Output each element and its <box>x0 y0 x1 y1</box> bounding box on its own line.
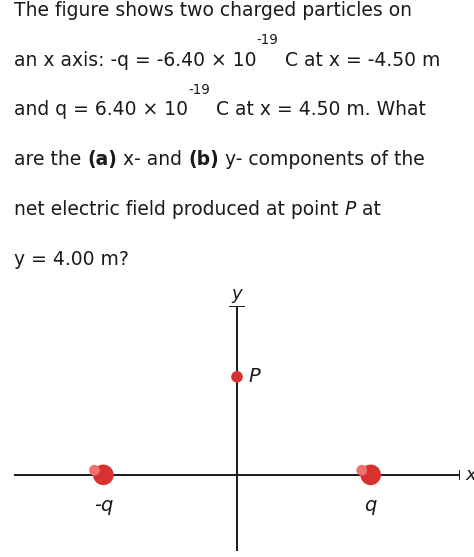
Text: q: q <box>365 496 377 515</box>
Text: are the: are the <box>14 150 88 169</box>
Text: (b): (b) <box>188 150 219 169</box>
Text: -q: -q <box>94 496 113 515</box>
Text: y: y <box>232 285 242 303</box>
Text: and q = 6.40 × 10: and q = 6.40 × 10 <box>14 100 188 119</box>
Point <box>367 470 374 479</box>
Text: net electric field produced at point: net electric field produced at point <box>14 200 345 219</box>
Text: -19: -19 <box>257 33 279 47</box>
Point <box>91 466 98 475</box>
Text: P: P <box>345 200 356 219</box>
Point <box>100 470 107 479</box>
Text: an x axis: -q = -6.40 × 10: an x axis: -q = -6.40 × 10 <box>14 51 257 70</box>
Text: P: P <box>249 367 261 387</box>
Text: (a): (a) <box>88 150 118 169</box>
Text: C at x = -4.50 m: C at x = -4.50 m <box>279 51 440 70</box>
Point <box>233 372 241 381</box>
Text: x- and: x- and <box>118 150 188 169</box>
Point <box>358 466 365 475</box>
Text: C at x = 4.50 m. What: C at x = 4.50 m. What <box>210 100 426 119</box>
Text: at: at <box>356 200 381 219</box>
Text: The figure shows two charged particles on: The figure shows two charged particles o… <box>14 1 412 19</box>
Text: y- components of the: y- components of the <box>219 150 425 169</box>
Text: x: x <box>466 466 474 484</box>
Text: -19: -19 <box>188 82 210 96</box>
Text: y = 4.00 m?: y = 4.00 m? <box>14 250 129 269</box>
